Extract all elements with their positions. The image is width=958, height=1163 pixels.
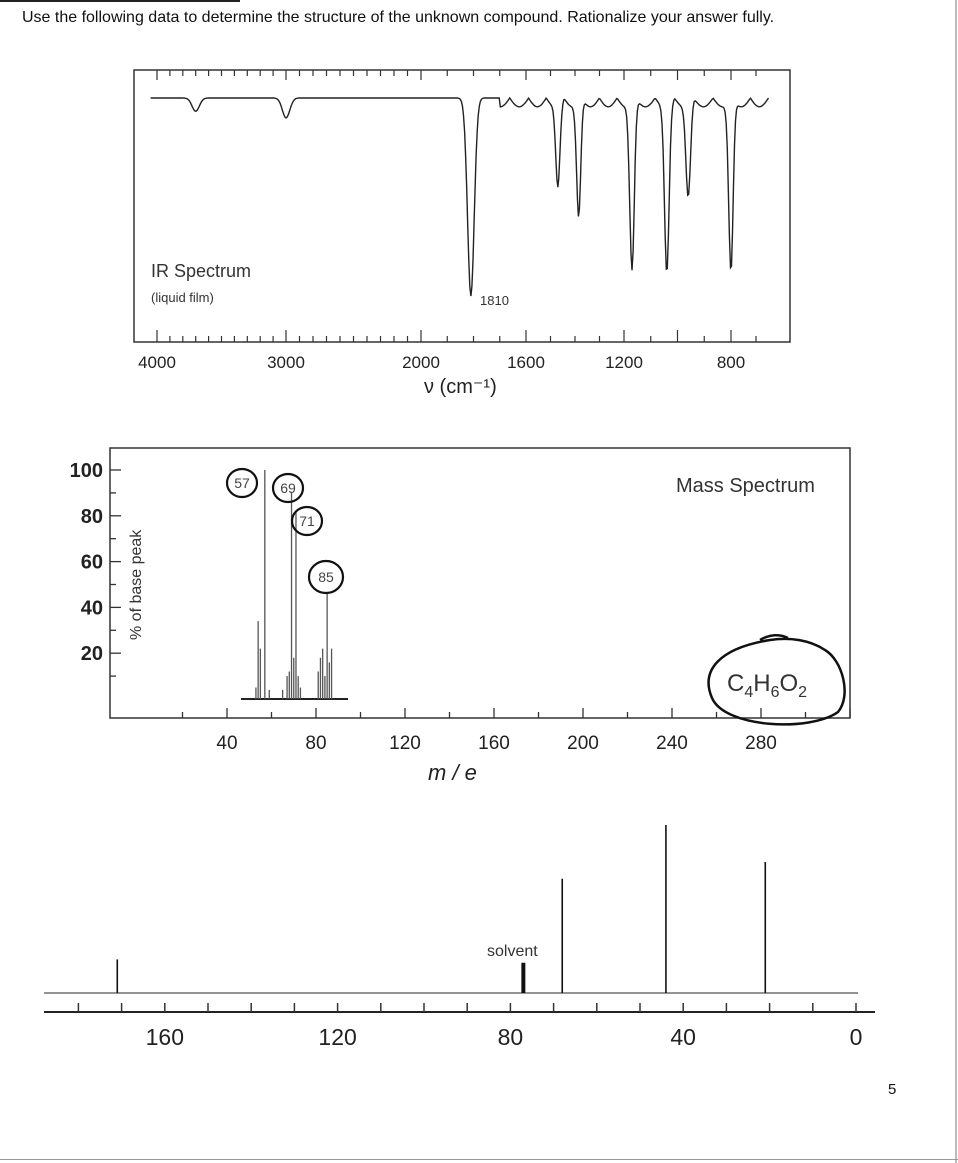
ir-x-tick-label: 4000 bbox=[138, 353, 176, 372]
ms-circled-peak-label: 71 bbox=[299, 513, 315, 529]
ir-peak-annotation: 1810 bbox=[480, 293, 509, 308]
instruction-text: Use the following data to determine the … bbox=[22, 9, 775, 26]
ms-y-tick-label: 40 bbox=[81, 597, 103, 619]
ms-peaks bbox=[255, 470, 333, 699]
ms-x-tick-label: 160 bbox=[478, 733, 510, 754]
ms-y-tick-label: 60 bbox=[81, 552, 103, 574]
ms-x-tick-label: 40 bbox=[216, 733, 237, 754]
nmr-x-tick-label: 160 bbox=[146, 1024, 184, 1050]
ms-frame bbox=[109, 447, 851, 719]
nmr-solvent-label: solvent bbox=[487, 943, 538, 960]
nmr-x-tick-label: 40 bbox=[670, 1024, 696, 1050]
ir-bottom-ticks bbox=[156, 330, 757, 342]
ir-x-tick-label: 2000 bbox=[402, 353, 440, 372]
ir-spectrum-chart: IR Spectrum (liquid film) 1810 4000 3000 2… bbox=[133, 69, 791, 398]
nmr-x-tick-label: 120 bbox=[318, 1024, 356, 1050]
ms-x-axis-label: m / e bbox=[428, 760, 477, 785]
ms-y-tick-label: 20 bbox=[81, 643, 103, 665]
ms-x-tick-labels: 40 80 120 160 200 240 280 bbox=[216, 733, 776, 754]
cut-off-heading-line bbox=[0, 0, 240, 2]
ir-subtitle: (liquid film) bbox=[151, 290, 214, 305]
page-right-edge bbox=[955, 0, 957, 1163]
ms-circled-peak bbox=[290, 505, 324, 537]
ms-y-tick-label: 80 bbox=[81, 506, 103, 528]
ms-circled-peak-label: 69 bbox=[280, 480, 296, 496]
ms-x-tick-label: 120 bbox=[389, 733, 421, 754]
ms-y-ticks bbox=[110, 469, 121, 677]
ms-x-ticks bbox=[181, 708, 851, 718]
ms-x-tick-label: 200 bbox=[567, 733, 599, 754]
nmr-peaks bbox=[116, 825, 767, 993]
ir-x-tick-label: 1600 bbox=[507, 353, 545, 372]
page-bottom-edge bbox=[0, 1159, 958, 1160]
ir-x-tick-label: 1200 bbox=[605, 353, 643, 372]
ms-y-tick-labels: 20 40 60 80 100 bbox=[70, 460, 103, 665]
ir-x-tick-label: 3000 bbox=[267, 353, 305, 372]
ir-frame bbox=[133, 69, 791, 343]
nmr-ticks bbox=[77, 1003, 857, 1012]
ir-title: IR Spectrum bbox=[151, 261, 251, 281]
formula-annotation: C4H6O2 bbox=[707, 634, 846, 726]
ms-x-tick-label: 240 bbox=[656, 733, 688, 754]
ir-x-tick-label: 800 bbox=[717, 353, 745, 372]
ir-absorbance-trace bbox=[150, 96, 770, 297]
ms-circled-peak-label: 57 bbox=[234, 475, 250, 491]
nmr-x-tick-labels: 160 120 80 40 0 bbox=[146, 1024, 863, 1050]
ms-y-tick-label: 100 bbox=[70, 460, 103, 482]
ms-y-axis-label: % of base peak bbox=[128, 529, 145, 640]
ms-circled-peak bbox=[225, 467, 259, 499]
ms-circled-peak bbox=[307, 559, 345, 595]
ms-title: Mass Spectrum bbox=[676, 475, 815, 497]
carbon-nmr-chart: solvent 160 120 80 40 0 bbox=[44, 825, 875, 1050]
ms-circled-annotations: 57 69 71 85 bbox=[225, 467, 345, 595]
nmr-x-tick-label: 0 bbox=[850, 1024, 863, 1050]
formula-circle bbox=[707, 634, 846, 726]
ms-x-tick-label: 80 bbox=[305, 733, 326, 754]
ms-circled-peak-label: 85 bbox=[318, 569, 334, 585]
mass-spectrum-chart: % of base peak Mass Spectrum 57 69 71 85 C4… bbox=[70, 447, 851, 785]
molecular-formula: C4H6O2 bbox=[727, 670, 807, 701]
ir-x-tick-labels: 4000 3000 2000 1600 1200 800 bbox=[138, 353, 745, 372]
ms-circled-peak bbox=[271, 472, 305, 504]
ms-x-tick-label: 280 bbox=[745, 733, 777, 754]
ir-x-axis-label: ν (cm⁻¹) bbox=[424, 376, 497, 398]
nmr-x-tick-label: 80 bbox=[498, 1024, 524, 1050]
ir-top-ticks bbox=[156, 70, 757, 80]
page-number: 5 bbox=[888, 1081, 897, 1098]
